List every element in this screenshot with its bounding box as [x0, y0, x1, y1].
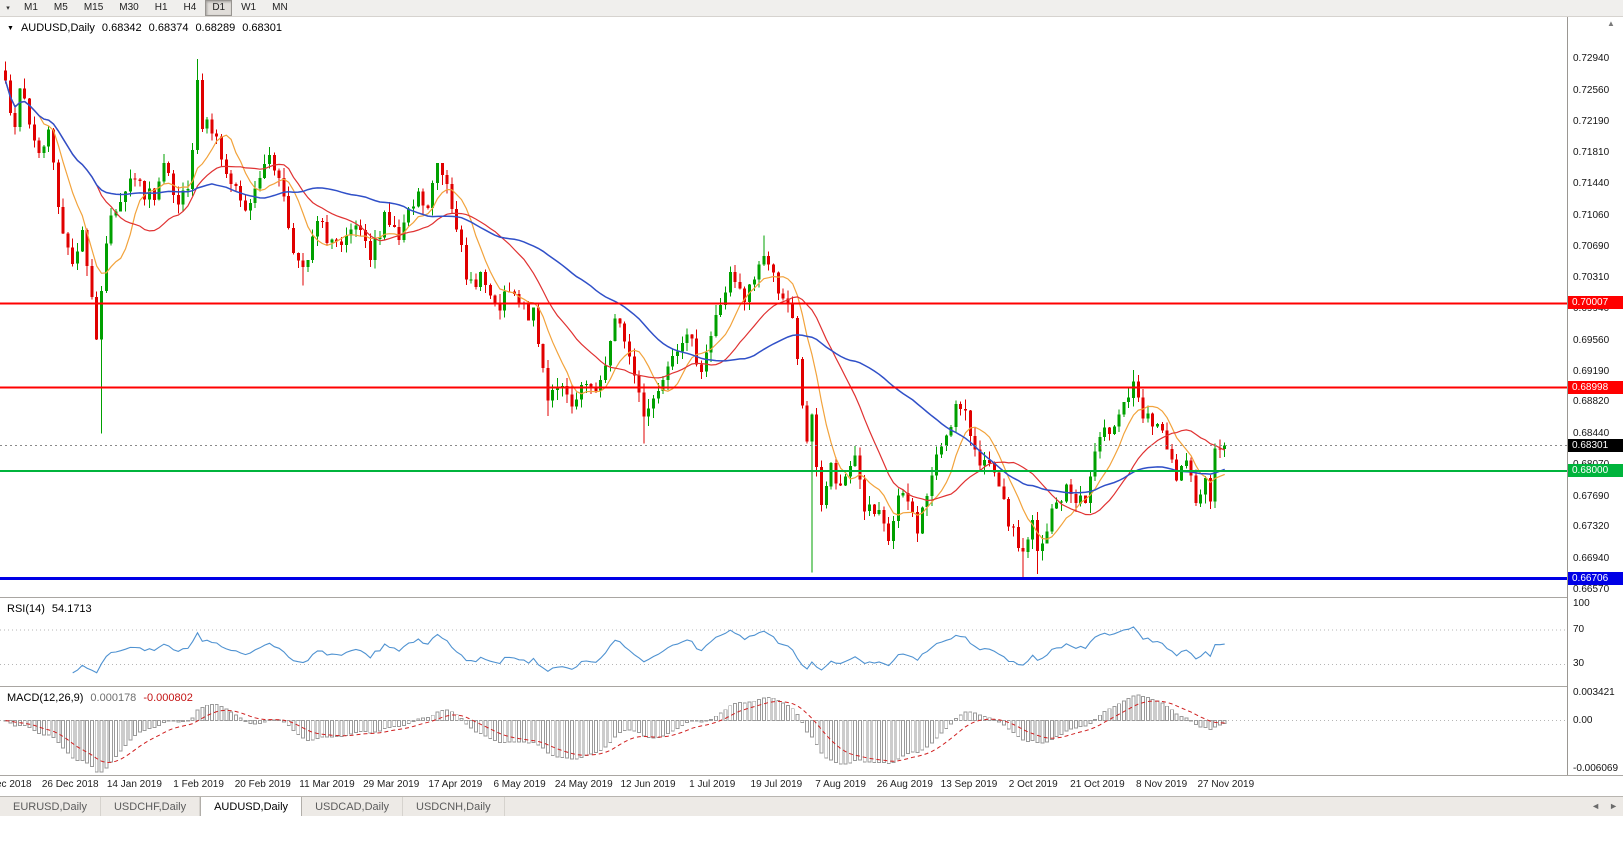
price-tick-label: 0.67690: [1573, 490, 1610, 502]
price-tick-label: 0.71060: [1573, 209, 1610, 221]
rsi-name: RSI(14): [7, 603, 45, 615]
rsi-value: 54.1713: [51, 603, 92, 615]
macd-name: MACD(12,26,9): [7, 692, 84, 704]
price-tick-label: 0.70690: [1573, 240, 1610, 252]
price-tick-label: 0.70310: [1573, 272, 1610, 284]
date-tick-label: 7 Dec 2018: [0, 779, 32, 790]
rsi-axis-label: 30: [1573, 658, 1585, 670]
price-tick-label: 0.71440: [1573, 178, 1610, 190]
chart-tabs-bar: EURUSD,Daily USDCHF,Daily AUDUSD,Daily USDC…: [0, 796, 1623, 816]
macd-axis-label: 0.00: [1573, 714, 1593, 726]
price-tick-label: 0.69190: [1573, 365, 1610, 377]
bar-high-value: 0.68374: [148, 22, 189, 34]
date-tick-label: 26 Dec 2018: [41, 779, 99, 790]
hline-price-badge: 0.68000: [1568, 463, 1623, 477]
macd-axis-label: -0.006069: [1573, 763, 1619, 774]
macd-signal-value: -0.000802: [143, 692, 193, 704]
panel-separator[interactable]: [0, 686, 1623, 687]
price-tick-label: 0.72560: [1573, 84, 1610, 96]
date-tick-label: 20 Feb 2019: [234, 779, 291, 790]
rsi-canvas[interactable]: [0, 598, 1567, 686]
chart-tab-usdcnh[interactable]: USDCNH,Daily: [403, 797, 505, 816]
rsi-indicator-panel: RSI(14) 54.1713: [0, 598, 1567, 686]
date-tick-label: 19 Jul 2019: [750, 779, 803, 790]
date-tick-label: 1 Feb 2019: [173, 779, 224, 790]
bar-close-value: 0.68301: [242, 22, 282, 34]
timeframe-button-m15[interactable]: M15: [83, 2, 104, 13]
hline-price-badge: 0.68998: [1568, 380, 1623, 394]
date-tick-label: 29 Mar 2019: [363, 779, 420, 790]
chart-tab-usdcad[interactable]: USDCAD,Daily: [302, 797, 404, 816]
chart-title-dropdown-icon[interactable]: ▼: [7, 24, 14, 32]
panel-separator[interactable]: [0, 597, 1623, 598]
main-chart-panel: ▼ AUDUSD,Daily 0.68342 0.68374 0.68289 0…: [0, 17, 1567, 597]
price-tick-label: 0.68820: [1573, 396, 1610, 408]
date-tick-label: 12 Jun 2019: [620, 779, 676, 790]
hline-price-badge: 0.70007: [1568, 296, 1623, 310]
macd-axis-label: 0.003421: [1573, 687, 1615, 699]
date-tick-label: 6 May 2019: [493, 779, 546, 790]
main-chart-canvas[interactable]: [0, 17, 1567, 597]
date-tick-label: 14 Jan 2019: [106, 779, 162, 790]
timeframe-button-mn[interactable]: MN: [272, 2, 288, 13]
rsi-label: RSI(14) 54.1713: [7, 603, 92, 615]
date-tick-label: 26 Aug 2019: [876, 779, 933, 790]
hline-price-badge: 0.66706: [1568, 571, 1623, 585]
chart-tab-usdchf[interactable]: USDCHF,Daily: [101, 797, 201, 816]
chart-scroll-up-icon[interactable]: ▲: [1607, 19, 1615, 28]
timeframe-button-h1[interactable]: H1: [154, 2, 168, 13]
price-tick-label: 0.67320: [1573, 521, 1610, 533]
panel-separator[interactable]: [0, 775, 1623, 776]
date-tick-label: 8 Nov 2019: [1136, 779, 1188, 790]
timeframe-button-d1[interactable]: D1: [205, 0, 233, 16]
date-tick-label: 1 Jul 2019: [689, 779, 736, 790]
timeframe-button-m30[interactable]: M30: [119, 2, 139, 13]
timeframe-button-h4[interactable]: H4: [183, 2, 197, 13]
chart-symbol-period: AUDUSD,Daily: [20, 22, 95, 34]
date-tick-label: 24 May 2019: [554, 779, 613, 790]
chart-tab-audusd[interactable]: AUDUSD,Daily: [200, 797, 303, 816]
price-tick-label: 0.66570: [1573, 583, 1610, 595]
date-tick-label: 13 Sep 2019: [940, 779, 998, 790]
date-tick-label: 17 Apr 2019: [428, 779, 483, 790]
chart-title: ▼ AUDUSD,Daily 0.68342 0.68374 0.68289 0…: [7, 22, 282, 34]
date-axis[interactable]: 7 Dec 2018 26 Dec 2018 14 Jan 2019 1 Feb 20…: [0, 776, 1623, 795]
price-tick-label: 0.72190: [1573, 115, 1610, 127]
macd-main-value: 0.000178: [90, 692, 137, 704]
date-tick-label: 27 Nov 2019: [1197, 779, 1255, 790]
timeframe-button-m1[interactable]: M1: [24, 2, 38, 13]
tab-scroll-arrows: ◄ ►: [1591, 796, 1618, 816]
timeframe-buttons: M1 M5 M15 M30 H1 H4 D1 W1 MN: [16, 0, 296, 16]
tab-scroll-right-button[interactable]: ►: [1609, 801, 1618, 811]
price-tick-label: 0.69560: [1573, 334, 1610, 346]
bar-open-value: 0.68342: [101, 22, 142, 34]
macd-label: MACD(12,26,9) 0.000178 -0.000802: [7, 692, 193, 704]
date-tick-label: 21 Oct 2019: [1070, 779, 1125, 790]
rsi-axis-label: 100: [1573, 598, 1590, 610]
current-price-badge: 0.68301: [1568, 438, 1623, 452]
bar-low-value: 0.68289: [195, 22, 236, 34]
chart-tab-eurusd[interactable]: EURUSD,Daily: [0, 797, 101, 816]
macd-indicator-panel: MACD(12,26,9) 0.000178 -0.000802: [0, 687, 1567, 775]
timeframe-button-m5[interactable]: M5: [53, 2, 68, 13]
timeframe-button-w1[interactable]: W1: [241, 2, 257, 13]
toolbar-dropdown-icon[interactable]: ▾: [6, 5, 10, 12]
timeframe-toolbar: ▾ M1 M5 M15 M30 H1 H4 D1 W1 MN: [0, 0, 1623, 17]
macd-canvas[interactable]: [0, 687, 1567, 775]
tab-scroll-left-button[interactable]: ◄: [1591, 801, 1601, 811]
price-tick-label: 0.68440: [1573, 428, 1610, 440]
rsi-axis-label: 70: [1573, 623, 1585, 635]
date-tick-label: 2 Oct 2019: [1008, 779, 1058, 790]
date-tick-label: 7 Aug 2019: [815, 779, 866, 790]
price-tick-label: 0.66940: [1573, 553, 1610, 565]
price-axis[interactable]: 0.72940 0.72560 0.72190 0.71810 0.71440 0.710…: [1567, 17, 1623, 775]
price-tick-label: 0.72940: [1573, 53, 1610, 64]
date-tick-label: 11 Mar 2019: [299, 779, 355, 790]
price-tick-label: 0.71810: [1573, 147, 1610, 159]
